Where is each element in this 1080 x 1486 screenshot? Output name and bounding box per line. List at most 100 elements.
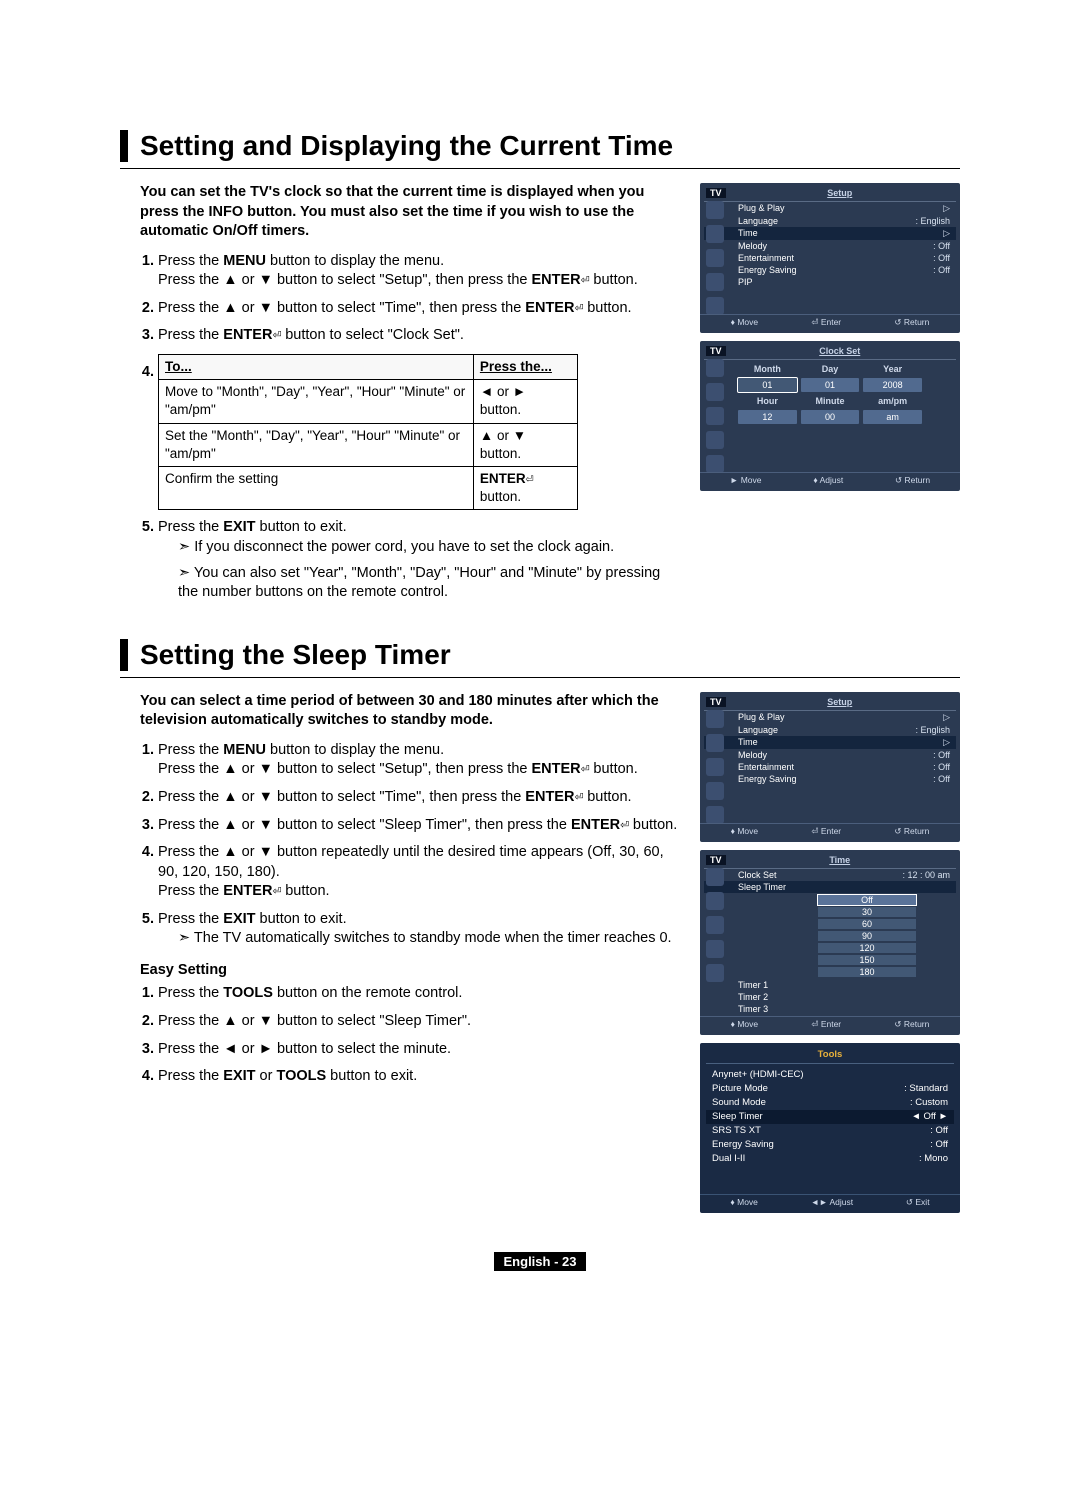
step-1: Press the MENU button to display the men…	[158, 741, 680, 780]
notes: If you disconnect the power cord, you ha…	[178, 538, 680, 603]
step-5: Press the EXIT button to exit. The TV au…	[158, 910, 680, 949]
enter-word: ENTER	[525, 789, 574, 805]
t: Press the	[158, 519, 223, 535]
t: button.	[629, 817, 677, 833]
enter-word: ENTER	[525, 300, 574, 316]
steps-list: Press the MENU button to display the men…	[158, 741, 680, 949]
t: button.	[589, 272, 637, 288]
t: Press the ▲ or ▼ button repeatedly until…	[158, 844, 664, 880]
v: : Off	[933, 750, 950, 760]
v: : Off	[933, 241, 950, 251]
val-box: am	[863, 410, 922, 424]
section-title: Setting the Sleep Timer	[120, 639, 960, 671]
r: Energy Saving	[738, 265, 797, 275]
note: The TV automatically switches to standby…	[178, 929, 680, 949]
t: Press the ▲ or ▼ button to select "Time"…	[158, 300, 525, 316]
v: : Off	[930, 1139, 948, 1150]
easy-setting-head: Easy Setting	[140, 961, 680, 981]
enter-icon: ⏎	[526, 471, 534, 487]
osd-title: Tools	[706, 1049, 954, 1064]
r: SRS TS XT	[712, 1125, 761, 1136]
enter-icon: ⏎	[574, 789, 583, 805]
r: Sound Mode	[712, 1097, 766, 1108]
cell: Confirm the setting	[159, 467, 474, 510]
t: button to select "Clock Set".	[281, 327, 464, 343]
v: : Off	[930, 1125, 948, 1136]
step-3: Press the ▲ or ▼ button to select "Sleep…	[158, 816, 680, 836]
cell: ◄ or ► button.	[473, 380, 577, 423]
section2-body: You can select a time period of between …	[120, 692, 680, 1213]
t: or	[256, 1068, 277, 1084]
t: button.	[589, 761, 637, 777]
osd-side-icons	[706, 868, 724, 982]
enter-word: ENTER	[532, 761, 581, 777]
osd-time: TVTime Clock Set: 12 : 00 am Sleep Timer…	[700, 850, 960, 1035]
v: : English	[915, 216, 950, 226]
tools-word: TOOLS	[223, 985, 273, 1001]
exit-word: EXIT	[223, 519, 255, 535]
osd-column-1: TVSetup Plug & Play▷ Language: English T…	[700, 183, 960, 611]
r: Language	[738, 725, 778, 735]
note: You can also set "Year", "Month", "Day",…	[178, 564, 680, 603]
r: Dual I-II	[712, 1153, 745, 1164]
opt: 150	[818, 955, 916, 965]
r: Timer 1	[738, 980, 768, 990]
val-box: 01	[801, 378, 860, 392]
estep-1: Press the TOOLS button on the remote con…	[158, 984, 680, 1004]
step-4: Press the ▲ or ▼ button repeatedly until…	[158, 843, 680, 902]
enter-word: ENTER	[571, 817, 620, 833]
t: Press the	[158, 883, 223, 899]
lbl: Day	[801, 364, 860, 374]
r: Picture Mode	[712, 1083, 768, 1094]
v: : Off	[933, 762, 950, 772]
opt: 180	[818, 967, 916, 977]
tv-tag: TV	[706, 346, 726, 356]
steps-list: Press the MENU button to display the men…	[158, 252, 680, 603]
t: Press the ▲ or ▼ button to select "Sleep…	[158, 817, 571, 833]
menu-word: MENU	[223, 253, 266, 269]
t: button.	[583, 789, 631, 805]
notes: The TV automatically switches to standby…	[178, 929, 680, 949]
tv-tag: TV	[706, 188, 726, 198]
t: button.	[281, 883, 329, 899]
val-box: 2008	[863, 378, 922, 392]
osd-tools: Tools Anynet+ (HDMI-CEC) Picture Mode: S…	[700, 1043, 960, 1213]
clock-grid: MonthDayYear 01012008 HourMinuteam/pm 12…	[704, 360, 956, 428]
enter-icon: ⏎	[272, 327, 281, 343]
r: Entertainment	[738, 762, 794, 772]
v: : Off	[933, 774, 950, 784]
r: Plug & Play	[738, 203, 785, 214]
t: Press the	[158, 1068, 223, 1084]
timer-options: Off 30 60 90 120 150 180	[738, 895, 956, 977]
t: button to display the menu.	[266, 742, 444, 758]
r: Timer 3	[738, 1004, 768, 1014]
easy-steps: Press the TOOLS button on the remote con…	[158, 984, 680, 1086]
t: button on the remote control.	[273, 985, 462, 1001]
lbl: am/pm	[863, 396, 922, 406]
exit-word: EXIT	[223, 911, 255, 927]
t: Press the	[158, 327, 223, 343]
r: Sleep Timer	[738, 882, 786, 892]
osd-clock-set: TVClock Set MonthDayYear 01012008 HourMi…	[700, 341, 960, 491]
t: Press the	[158, 985, 223, 1001]
opt: 60	[818, 919, 916, 929]
move-hint: ♦ Move	[731, 317, 759, 328]
estep-2: Press the ▲ or ▼ button to select "Sleep…	[158, 1012, 680, 1032]
v: : Custom	[910, 1097, 948, 1108]
r: Plug & Play	[738, 712, 785, 723]
note: If you disconnect the power cord, you ha…	[178, 538, 680, 558]
t: Press the ▲ or ▼ button to select "Sleep…	[158, 1013, 471, 1029]
estep-3: Press the ◄ or ► button to select the mi…	[158, 1040, 680, 1060]
enter-word: ENTER	[480, 471, 526, 486]
lbl: Hour	[738, 396, 797, 406]
v: : Off	[933, 253, 950, 263]
cell: Set the "Month", "Day", "Year", "Hour" "…	[159, 423, 474, 466]
title-rule	[120, 677, 960, 678]
r: Clock Set	[738, 870, 777, 880]
v: : English	[915, 725, 950, 735]
step-4: To...Press the... Move to "Month", "Day"…	[158, 354, 680, 511]
enter-hint: ⏎ Enter	[811, 317, 841, 328]
return-hint: ↺ Return	[894, 317, 929, 328]
th-to: To...	[159, 354, 474, 379]
t: button to exit.	[326, 1068, 417, 1084]
